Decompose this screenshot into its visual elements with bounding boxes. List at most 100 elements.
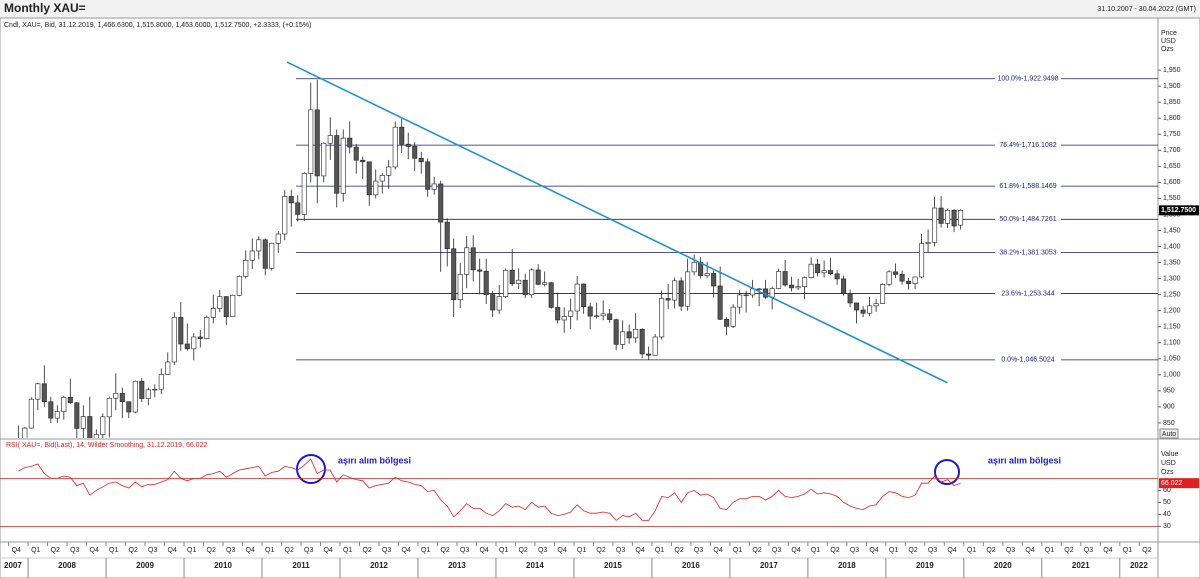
candle-body — [301, 173, 307, 215]
candle-body — [516, 279, 522, 285]
candle-body — [639, 328, 645, 355]
x-tick-label: Q2 — [518, 547, 527, 554]
x-tick-label: Q3 — [850, 547, 859, 554]
candle-body — [243, 260, 249, 277]
candle-body — [464, 247, 470, 275]
candle-body — [210, 308, 216, 318]
candle-body — [451, 248, 457, 301]
candle-body — [230, 294, 236, 318]
x-tick-label: Q1 — [811, 547, 820, 554]
candle-body — [262, 239, 268, 269]
x-tick-label: Q1 — [343, 547, 352, 554]
y-tick-label: 1,800 — [1163, 115, 1181, 122]
y-tick-label: 1,650 — [1163, 163, 1181, 170]
price-pane: 100.0%-1,922.9498 76.4%-1,716.1082 61.8%-1… — [17, 61, 1158, 438]
fib-label-bg — [995, 215, 1061, 224]
candle-body — [503, 269, 509, 297]
x-tick-label: Q2 — [51, 547, 60, 554]
year-label: 2011 — [292, 561, 310, 570]
candle-body — [821, 270, 827, 274]
candle-body — [906, 280, 912, 285]
title-bar — [0, 0, 1200, 18]
candle-body — [74, 402, 80, 429]
candle-body — [815, 263, 821, 274]
candle-body — [61, 396, 67, 412]
year-label: 2010 — [214, 561, 232, 570]
candle-body — [646, 353, 652, 356]
y-tick-label: 1,050 — [1163, 356, 1181, 363]
x-tick-label: Q4 — [12, 547, 21, 554]
candle-body — [353, 146, 359, 161]
candle-body — [340, 137, 346, 194]
axis-label: Ozs — [1161, 469, 1174, 476]
year-label: 2007 — [4, 561, 22, 570]
candle-body — [366, 161, 372, 196]
auto-button[interactable] — [1159, 428, 1179, 439]
x-tick-label: Q1 — [421, 547, 430, 554]
candle-body — [925, 242, 931, 244]
fib-label-bg — [995, 141, 1061, 150]
annotation: aşırı alım bölgesi — [338, 455, 411, 465]
candle-body — [704, 273, 710, 276]
candle-body — [269, 243, 275, 269]
candle-body — [802, 277, 808, 287]
candle-body — [48, 401, 54, 419]
fib-label: 23.6%-1,253.344 — [1001, 290, 1054, 297]
candle-body — [561, 316, 567, 321]
x-tick-label: Q1 — [109, 547, 118, 554]
candle-body — [100, 416, 106, 435]
y-tick-label: 1,000 — [1163, 372, 1181, 379]
y-tick-label: 1,200 — [1163, 308, 1181, 315]
x-tick-label: Q4 — [635, 547, 644, 554]
last-price-label: 1,512.7500 — [1161, 207, 1196, 214]
y-tick-label: 1,550 — [1163, 195, 1181, 202]
x-tick-label: Q2 — [440, 547, 449, 554]
candle-body — [386, 166, 392, 176]
year-label: 2018 — [838, 561, 856, 570]
frame — [0, 17, 1200, 578]
y-tick-label: 850 — [1163, 420, 1175, 427]
candle-body — [958, 210, 964, 226]
axis-label: Price — [1161, 30, 1177, 37]
y-tick-label: 1,350 — [1163, 259, 1181, 266]
y-tick-label: 30 — [1163, 523, 1171, 530]
candle-body — [184, 343, 190, 350]
candle-body — [607, 313, 613, 320]
candle-body — [548, 282, 554, 308]
year-label: 2009 — [136, 561, 154, 570]
candle-body — [581, 283, 587, 308]
x-tick-label: Q1 — [889, 547, 898, 554]
candle-body — [418, 158, 424, 163]
candle-body — [197, 336, 203, 339]
x-tick-label: Q4 — [246, 547, 255, 554]
x-tick-label: Q3 — [1006, 547, 1015, 554]
candle-body — [620, 331, 626, 345]
candle-body — [782, 271, 788, 286]
y-tick-label: 1,300 — [1163, 275, 1181, 282]
x-tick-label: Q2 — [596, 547, 605, 554]
candle-body — [204, 317, 210, 339]
candle-body — [847, 293, 853, 304]
candle-body — [158, 374, 164, 390]
x-tick-label: Q4 — [557, 547, 566, 554]
candle-body — [191, 336, 197, 350]
candle-body — [139, 380, 145, 399]
candle-body — [535, 269, 541, 285]
candle-body — [490, 294, 496, 311]
auto-button-label[interactable]: Auto — [1162, 431, 1177, 438]
y-tick-label: 1,750 — [1163, 131, 1181, 138]
candle-body — [496, 296, 502, 311]
year-label: 2008 — [58, 561, 76, 570]
candle-body — [373, 180, 379, 196]
x-tick-label: Q4 — [1025, 547, 1034, 554]
x-tick-label: Q3 — [694, 547, 703, 554]
candle-body — [457, 274, 463, 301]
y-tick-label: 900 — [1163, 404, 1175, 411]
year-label: 2022 — [1130, 561, 1148, 570]
candle-body — [685, 271, 691, 307]
year-label: 2013 — [448, 561, 466, 570]
candle-body — [236, 276, 242, 296]
axis-label: Value — [1161, 451, 1178, 458]
candle-body — [880, 284, 886, 304]
